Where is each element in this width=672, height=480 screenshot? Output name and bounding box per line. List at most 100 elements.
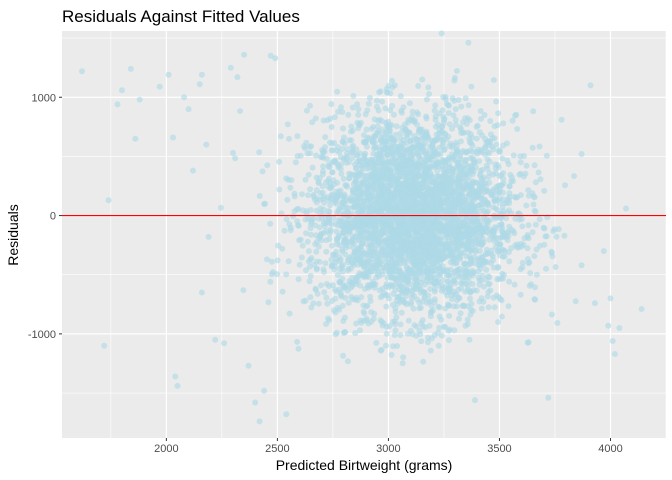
data-point	[426, 91, 432, 97]
data-point	[426, 322, 433, 329]
data-point	[390, 111, 397, 118]
data-point	[353, 320, 360, 327]
data-point	[276, 186, 283, 193]
data-point	[350, 204, 357, 210]
data-point	[267, 220, 274, 227]
data-point	[446, 337, 452, 344]
data-point	[424, 193, 431, 200]
data-point	[454, 297, 460, 304]
data-point	[402, 121, 409, 128]
data-point	[341, 210, 348, 217]
data-point	[506, 278, 513, 285]
data-point	[256, 149, 263, 156]
data-point	[301, 143, 308, 150]
data-point	[578, 262, 585, 269]
data-point	[488, 247, 495, 254]
data-point	[431, 296, 438, 303]
data-point	[471, 269, 477, 276]
data-point	[535, 169, 542, 176]
data-point	[496, 222, 503, 229]
data-point	[540, 224, 547, 231]
data-point	[518, 216, 525, 222]
data-point	[370, 184, 377, 191]
data-point	[463, 274, 469, 281]
data-point	[397, 209, 404, 216]
data-point	[354, 230, 361, 237]
data-point	[365, 100, 372, 107]
data-point	[331, 114, 338, 121]
data-point	[463, 218, 470, 225]
data-point	[413, 286, 420, 292]
data-point	[315, 180, 322, 187]
data-point	[303, 107, 310, 114]
data-point	[443, 226, 449, 233]
data-point	[369, 156, 376, 163]
data-point	[320, 195, 326, 202]
data-point	[525, 339, 532, 346]
data-point	[422, 166, 429, 173]
data-point	[283, 175, 290, 182]
data-point	[428, 228, 435, 235]
data-point	[292, 159, 299, 166]
data-point	[279, 245, 286, 252]
data-point	[453, 291, 460, 297]
data-point	[185, 106, 192, 113]
data-point	[344, 358, 351, 365]
data-point	[317, 205, 324, 212]
data-point	[472, 237, 479, 244]
data-point	[445, 327, 452, 334]
data-point	[290, 213, 297, 220]
data-point	[532, 208, 539, 215]
data-point	[174, 382, 181, 389]
data-point	[531, 162, 538, 169]
data-point	[623, 205, 629, 212]
data-point	[400, 354, 407, 361]
data-point	[457, 216, 464, 223]
data-point	[384, 206, 390, 213]
data-point	[389, 148, 396, 155]
data-point	[245, 362, 252, 369]
data-point	[427, 347, 434, 354]
data-point	[334, 88, 341, 95]
data-point	[476, 172, 483, 179]
data-point	[404, 169, 411, 176]
data-point	[505, 161, 512, 168]
data-point	[380, 175, 387, 182]
data-point	[427, 286, 434, 292]
data-point	[302, 216, 309, 223]
data-point	[469, 165, 476, 172]
data-point	[447, 272, 454, 279]
data-point	[370, 262, 377, 269]
data-point	[345, 265, 352, 272]
data-point	[431, 267, 438, 274]
data-point	[389, 77, 395, 84]
data-point	[484, 259, 491, 266]
data-point	[294, 338, 301, 345]
data-point	[471, 254, 478, 260]
data-point	[306, 278, 313, 285]
data-point	[388, 351, 395, 358]
data-point	[491, 197, 498, 204]
data-point	[274, 257, 281, 264]
data-point	[401, 299, 408, 306]
data-point	[275, 242, 282, 249]
data-point	[452, 117, 459, 123]
data-point	[638, 306, 645, 312]
data-point	[358, 272, 365, 279]
data-point	[512, 112, 519, 119]
data-point	[446, 249, 453, 255]
data-point	[520, 241, 527, 248]
data-point	[382, 105, 389, 112]
data-point	[417, 126, 424, 133]
data-point	[483, 162, 490, 169]
data-point	[465, 278, 472, 285]
data-point	[388, 226, 395, 233]
data-point	[439, 107, 446, 114]
data-point	[392, 308, 399, 315]
data-point	[438, 332, 445, 339]
data-point	[423, 277, 430, 284]
data-point	[315, 300, 322, 307]
data-point	[517, 291, 524, 298]
data-point	[533, 246, 540, 253]
data-point	[322, 134, 329, 141]
